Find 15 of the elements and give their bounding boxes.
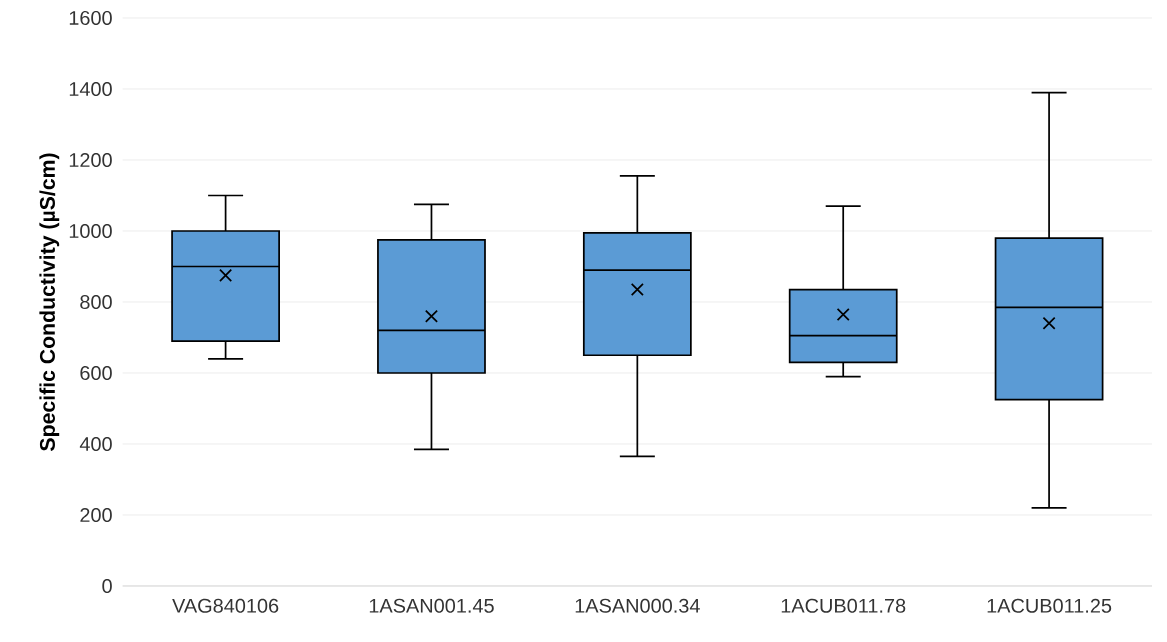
- y-tick-label: 0: [102, 578, 112, 594]
- y-axis-title: Specific Conductivity (µS/cm): [39, 153, 60, 452]
- x-tick-label: 1ASAN000.34: [575, 598, 700, 613]
- x-tick-label: 1ACUB011.25: [987, 598, 1112, 613]
- x-tick-label: 1ASAN001.45: [369, 598, 494, 613]
- y-tick-label: 1200: [69, 152, 112, 168]
- y-tick-label: 1000: [69, 223, 112, 239]
- y-tick-label: 600: [80, 365, 112, 381]
- y-tick-label: 1600: [69, 10, 112, 26]
- y-tick-label: 1400: [69, 81, 112, 97]
- y-tick-label: 200: [80, 507, 112, 523]
- x-tick-label: 1ACUB011.78: [781, 598, 906, 613]
- y-tick-label: 800: [80, 294, 112, 310]
- x-tick-label: VAG840106: [172, 598, 279, 613]
- y-tick-label: 400: [79, 436, 112, 452]
